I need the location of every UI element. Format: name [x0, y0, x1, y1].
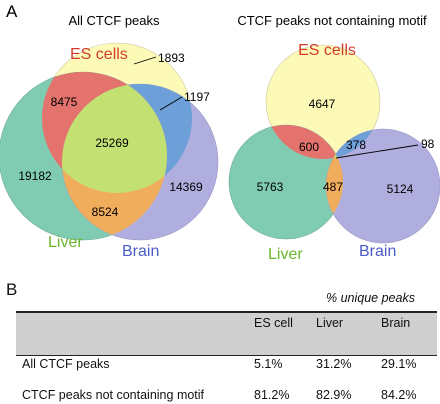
right-es-only-value: 4647 [309, 97, 336, 111]
row-no-motif-liver-value: 82.9% [316, 388, 352, 402]
row-label-no-motif: CTCF peaks not containing motif [22, 388, 205, 402]
left-brain-only-value: 14369 [169, 180, 203, 194]
row-all-ctcf-brain-value: 29.1% [381, 357, 417, 371]
right-brain-label: Brain [359, 243, 396, 260]
left-es-brain-value: 1197 [184, 90, 210, 104]
right-all-value: 98 [421, 137, 435, 151]
left-es-label: ES cells [70, 46, 128, 63]
right-es-brain-value: 378 [346, 138, 366, 152]
right-es-liver-value: 600 [299, 140, 319, 154]
row-all-ctcf-es-value: 5.1% [254, 357, 283, 371]
left-leader-line-1197 [159, 96, 183, 111]
table-super-header: % unique peaks [326, 291, 415, 305]
left-es-only-value: 1893 [158, 51, 185, 65]
venn-panel-a: A All CTCF peaks ES cells Liver Brain 18… [0, 2, 440, 263]
left-brain-label: Brain [122, 243, 159, 260]
panel-letter-b: B [6, 280, 18, 299]
left-liver-label: Liver [48, 234, 83, 251]
table-top-rule [16, 311, 437, 313]
row-no-motif-brain-value: 84.2% [381, 388, 417, 402]
row-label-all-ctcf: All CTCF peaks [22, 357, 110, 371]
left-venn-title: All CTCF peaks [68, 13, 160, 28]
unique-peaks-table: B % unique peaks ES cell Liver Brain All… [0, 280, 440, 404]
right-es-liver-overlap [266, 125, 343, 159]
right-venn-title: CTCF peaks not containing motif [237, 13, 427, 28]
row-no-motif-es-value: 81.2% [254, 388, 290, 402]
right-liver-label: Liver [268, 246, 303, 263]
column-header-liver: Liver [316, 316, 344, 330]
left-all-value: 25269 [95, 136, 129, 150]
column-header-brain: Brain [381, 316, 411, 330]
right-liver-brain-value: 487 [323, 180, 343, 194]
column-header-es-cell: ES cell [254, 316, 293, 330]
table-header-rule [16, 354, 437, 356]
left-liver-only-value: 19182 [18, 169, 52, 183]
panel-letter-a: A [6, 2, 18, 21]
table-header-band [16, 312, 437, 355]
left-es-liver-value: 8475 [51, 95, 78, 109]
left-liver-brain-value: 8524 [92, 205, 119, 219]
right-venn [228, 44, 440, 244]
left-leader-line-1893 [133, 56, 157, 65]
right-liver-only-value: 5763 [257, 180, 284, 194]
right-es-label: ES cells [298, 42, 356, 59]
right-leader-line-98 [335, 144, 419, 159]
right-brain-only-value: 5124 [387, 182, 414, 196]
left-all-overlap [62, 84, 167, 193]
left-venn [0, 42, 219, 241]
row-all-ctcf-liver-value: 31.2% [316, 357, 352, 371]
